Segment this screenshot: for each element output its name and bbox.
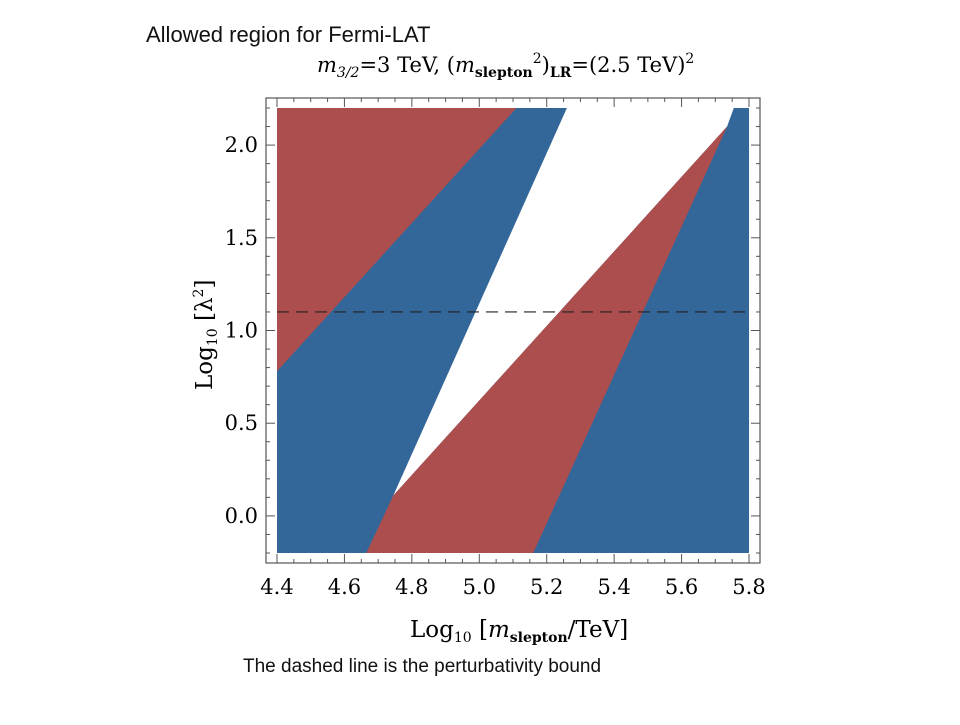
x-tick-label: 4.4 bbox=[260, 575, 293, 599]
y-axis-label: Log10 [λ2] bbox=[191, 280, 221, 390]
tick-labels: 4.4 4.6 4.8 5.0 5.2 5.4 5.6 5.8 0.0 0.5 1.0 1.5 2.0 bbox=[225, 133, 766, 599]
x-tick-label: 5.2 bbox=[530, 575, 563, 599]
title-superscript-2b: 2 bbox=[685, 51, 694, 67]
xlabel-rest: /TeV] bbox=[568, 617, 629, 643]
xlabel-open: [ bbox=[472, 617, 488, 643]
y-tick-label: 0.0 bbox=[225, 504, 258, 528]
title-part-1: =3 TeV, ( bbox=[359, 53, 454, 77]
xlabel-sub10: 10 bbox=[454, 630, 472, 646]
ylabel-lambda: λ bbox=[192, 297, 218, 312]
title-m-subscript: 3/2 bbox=[337, 65, 360, 81]
ylabel-close: ] bbox=[192, 280, 218, 289]
x-tick-label: 5.8 bbox=[732, 575, 765, 599]
x-tick-label: 4.6 bbox=[328, 575, 361, 599]
title-slepton-subscript: slepton bbox=[475, 65, 533, 81]
title-superscript-2: 2 bbox=[533, 51, 542, 67]
y-tick-label: 1.0 bbox=[225, 319, 258, 343]
x-tick-label: 5.6 bbox=[665, 575, 698, 599]
region-red-middle bbox=[366, 126, 728, 553]
y-tick-label: 1.5 bbox=[225, 226, 258, 250]
region-red-upper-left bbox=[277, 108, 517, 372]
x-tick-label: 4.8 bbox=[395, 575, 428, 599]
slide-caption: The dashed line is the perturbativity bo… bbox=[243, 656, 602, 677]
region-white-allowed bbox=[393, 108, 734, 496]
xlabel-slepton: slepton bbox=[510, 630, 568, 646]
xlabel-m: m bbox=[488, 617, 510, 643]
x-axis-label: Log10 [mslepton/TeV] bbox=[410, 617, 628, 646]
chart-title: m3/2=3 TeV, (mslepton2)LR=(2.5 TeV)2 bbox=[317, 51, 694, 81]
title-m2-symbol: m bbox=[455, 53, 475, 77]
slide-title: Allowed region for Fermi-LAT bbox=[146, 22, 431, 47]
tick-layer bbox=[266, 98, 760, 563]
ylabel-open: [ bbox=[192, 312, 218, 328]
ylabel-sup2: 2 bbox=[191, 289, 207, 298]
title-m-symbol: m bbox=[317, 53, 337, 77]
y-tick-label: 0.5 bbox=[225, 411, 258, 435]
ylabel-sub10: 10 bbox=[205, 328, 221, 346]
title-part-2: =(2.5 TeV) bbox=[571, 53, 685, 77]
plot-regions bbox=[277, 108, 749, 553]
title-close-paren: ) bbox=[542, 53, 550, 77]
y-tick-label: 2.0 bbox=[225, 133, 258, 157]
x-tick-label: 5.0 bbox=[463, 575, 496, 599]
title-lr-subscript: LR bbox=[550, 65, 572, 81]
xlabel-log: Log bbox=[410, 617, 454, 643]
x-tick-label: 5.4 bbox=[597, 575, 630, 599]
ylabel-log: Log bbox=[192, 346, 218, 390]
